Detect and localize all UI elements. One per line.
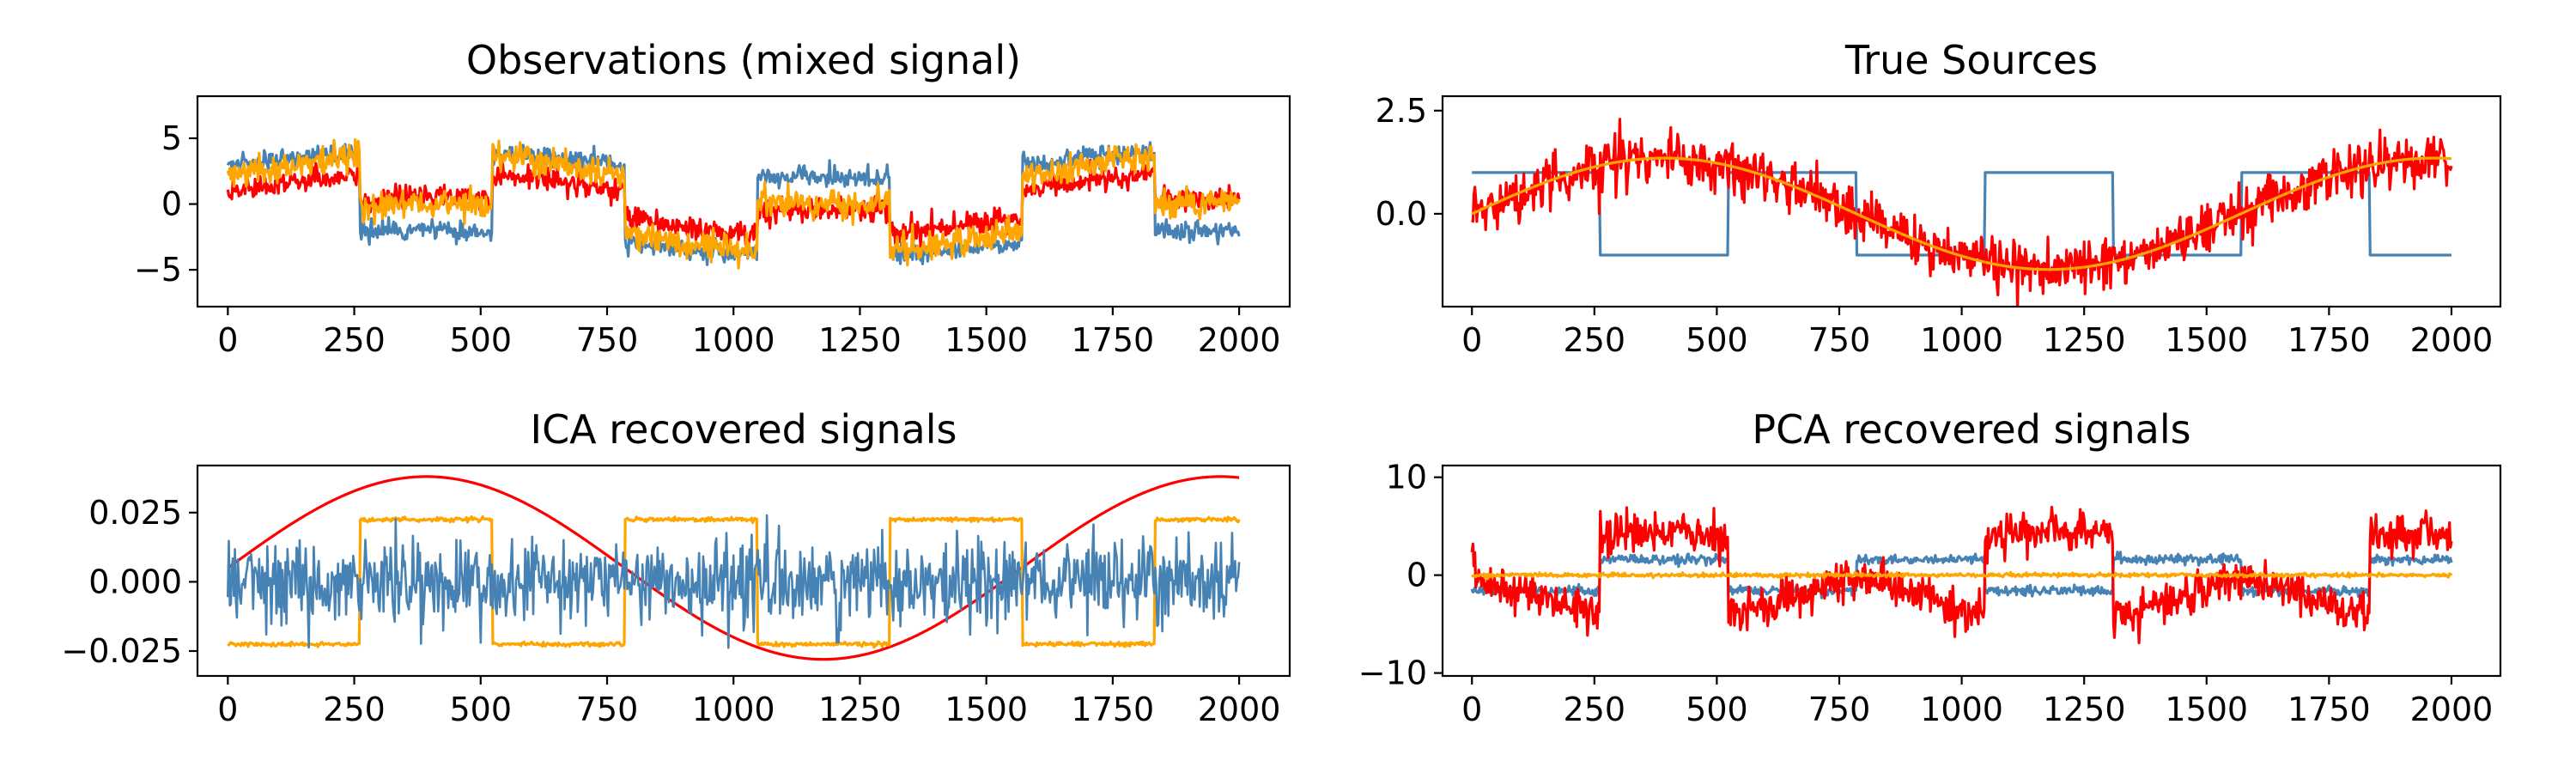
pca-title: PCA recovered signals: [1752, 406, 2190, 453]
x-tick-label: 1500: [2165, 321, 2248, 359]
true-sources-series-line-2: [1470, 118, 2453, 307]
x-tick-label: 1250: [818, 691, 902, 728]
x-tick-label: 250: [1564, 321, 1626, 359]
y-tick-label: 0.000: [88, 563, 182, 600]
x-tick-label: 1500: [2165, 691, 2248, 728]
ica-series-line-1: [227, 475, 1240, 661]
pca-series-line-3: [1470, 570, 2453, 581]
x-tick-label: 0: [217, 691, 238, 728]
x-tick-label: 500: [1686, 691, 1748, 728]
pca-series-line-2: [1470, 505, 2453, 644]
pca-axes-frame: [1441, 464, 2502, 678]
x-tick-label: 250: [323, 691, 386, 728]
y-tick-label: 0: [161, 186, 182, 223]
x-tick-label: 250: [323, 321, 386, 359]
y-tick-label: 10: [1386, 459, 1427, 496]
x-tick-label: 750: [576, 691, 639, 728]
x-tick-label: 1750: [1072, 321, 1155, 359]
x-tick-label: 250: [1564, 691, 1626, 728]
observations-series-line-3: [226, 137, 1241, 270]
x-tick-label: 2000: [1198, 691, 1281, 728]
pca-recovered-panel: 0 250 500 750 1000 1250 1500 1750 2000 −10 0 10 PCA …: [1358, 406, 2502, 728]
y-tick-label: 0.0: [1376, 195, 1427, 233]
x-tick-label: 1000: [1920, 691, 2003, 728]
x-tick-label: 500: [1686, 321, 1748, 359]
true-sources-series-line-3: [1471, 156, 2452, 271]
y-tick-label: −0.025: [61, 632, 182, 670]
x-tick-label: 500: [450, 691, 513, 728]
x-tick-label: 1250: [818, 321, 902, 359]
x-tick-label: 0: [217, 321, 238, 359]
x-tick-label: 2000: [2410, 691, 2494, 728]
y-tick-label: 5: [161, 119, 182, 157]
x-tick-label: 1750: [1072, 691, 1155, 728]
y-tick-label: 2.5: [1376, 92, 1427, 130]
true-sources-panel: 0 250 500 750 1000 1250 1500 1750 2000 0.0 2.5 True…: [1376, 37, 2502, 359]
y-tick-label: 0.025: [88, 494, 182, 532]
observations-axes-frame: [196, 94, 1291, 308]
y-tick-label: −5: [134, 251, 182, 289]
x-tick-label: 2000: [2410, 321, 2494, 359]
x-tick-label: 750: [1808, 321, 1871, 359]
x-tick-label: 1750: [2287, 691, 2371, 728]
ica-series-line-3: [227, 514, 1241, 649]
observations-series-group: [226, 137, 1241, 270]
x-tick-label: 1000: [692, 691, 775, 728]
x-tick-label: 1500: [945, 321, 1028, 359]
true-sources-axes-frame: [1441, 94, 2502, 308]
x-tick-label: 0: [1461, 691, 1482, 728]
x-tick-label: 1000: [1920, 321, 2003, 359]
ica-recovered-panel: 0 250 500 750 1000 1250 1500 1750 2000 −0.025 0.00…: [61, 406, 1291, 728]
x-tick-label: 750: [1808, 691, 1871, 728]
y-tick-label: 0: [1406, 557, 1427, 594]
x-tick-label: 1250: [2043, 321, 2126, 359]
observations-series-line-2: [226, 158, 1241, 248]
observations-panel: 0 250 500 750 1000 1250 1500 1750 2000 −5 0 5 Observ…: [134, 37, 1291, 359]
x-tick-label: 1000: [692, 321, 775, 359]
pca-series-group: [1470, 505, 2453, 644]
y-tick-label: −10: [1358, 654, 1427, 692]
x-tick-label: 2000: [1198, 321, 1281, 359]
x-tick-label: 1750: [2287, 321, 2371, 359]
ica-title: ICA recovered signals: [531, 406, 957, 453]
x-tick-label: 750: [576, 321, 639, 359]
true-sources-series-group: [1470, 118, 2453, 307]
x-tick-label: 0: [1461, 321, 1482, 359]
ica-series-group: [227, 475, 1241, 661]
observations-title: Observations (mixed signal): [466, 37, 1021, 83]
x-tick-label: 1250: [2043, 691, 2126, 728]
x-tick-label: 1500: [945, 691, 1028, 728]
true-sources-title: True Sources: [1844, 37, 2098, 83]
ica-axes-frame: [196, 464, 1291, 678]
x-tick-label: 500: [450, 321, 513, 359]
